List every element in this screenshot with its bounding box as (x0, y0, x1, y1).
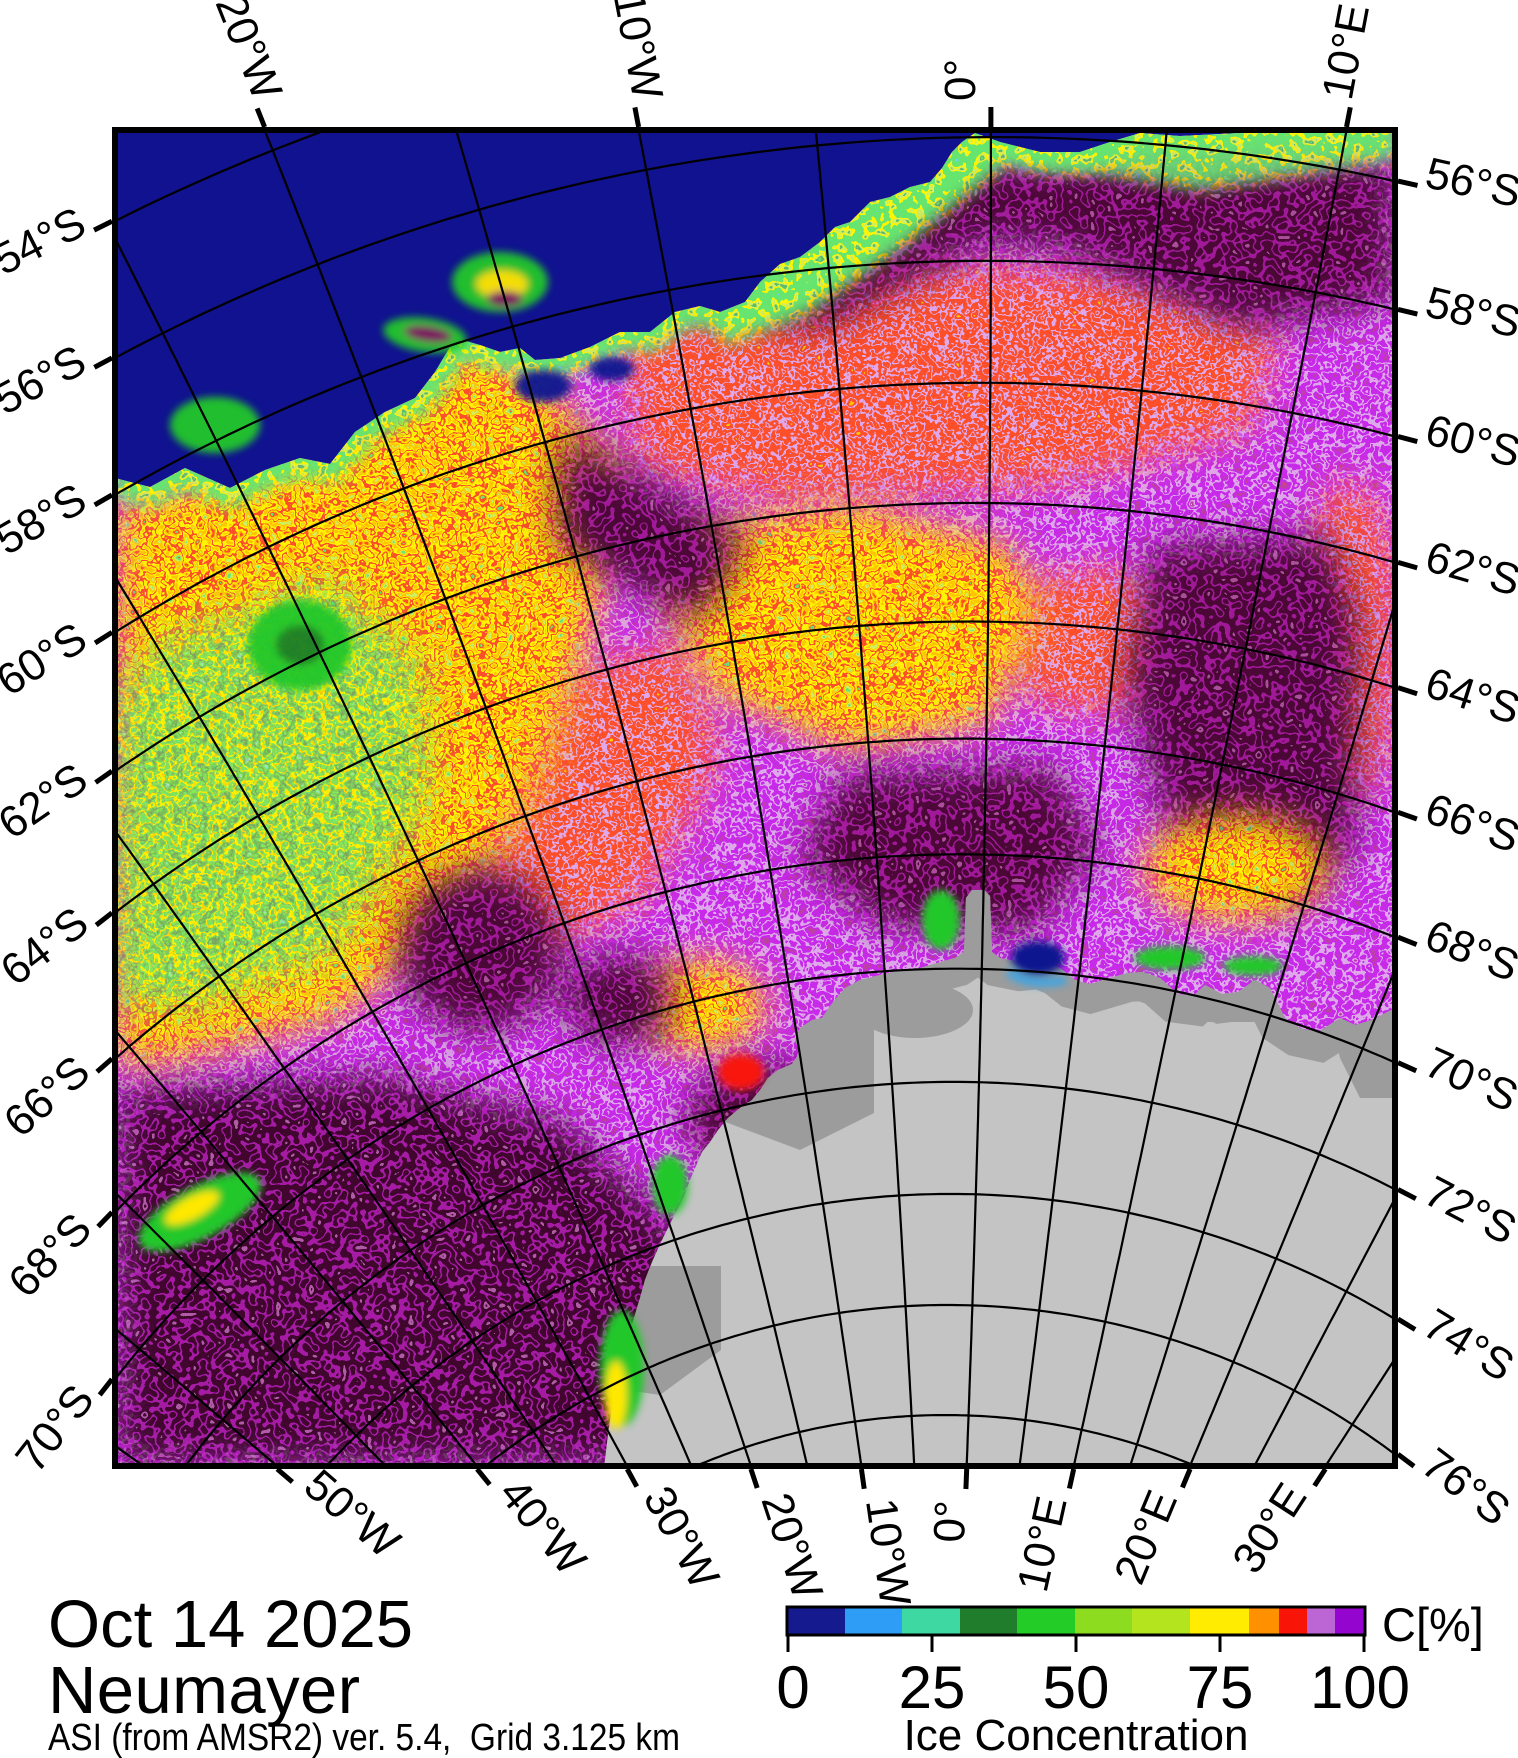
svg-text:C[%]: C[%] (1382, 1598, 1484, 1651)
svg-text:75: 75 (1187, 1654, 1254, 1721)
svg-text:Neumayer: Neumayer (48, 1653, 360, 1728)
svg-text:50: 50 (1043, 1654, 1110, 1721)
svg-text:Oct 14 2025: Oct 14 2025 (48, 1587, 413, 1662)
svg-text:25: 25 (899, 1654, 966, 1721)
svg-text:0°: 0° (936, 59, 985, 101)
svg-text:0: 0 (776, 1654, 809, 1721)
svg-text:ASI (from AMSR2) ver. 5.4, Gr: ASI (from AMSR2) ver. 5.4, Grid 3.125 km (48, 1717, 680, 1758)
svg-text:100: 100 (1310, 1654, 1410, 1721)
svg-text:Ice Concentration: Ice Concentration (904, 1711, 1249, 1758)
svg-text:0°: 0° (925, 1500, 976, 1544)
